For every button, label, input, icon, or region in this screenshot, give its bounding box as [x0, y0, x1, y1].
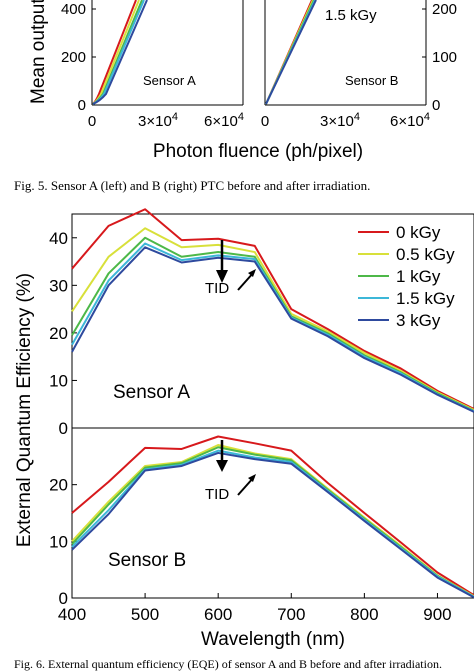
ptc-right-sensor-label: Sensor B	[345, 73, 398, 88]
eqe-legend: 0 kGy 0.5 kGy 1 kGy 1.5 kGy 3 kGy	[358, 223, 455, 330]
ptc-right-annotation: 1.5 kGy	[325, 7, 377, 24]
eqe-panel-b-yaxis: 0 10 20	[49, 476, 77, 608]
eqe-panel-sensor-a: 0 10 20 30 40 Sensor A TID 0 kGy 0.5 kGy 1 kGy…	[49, 208, 474, 438]
eqe-panel-b-series	[71, 435, 474, 599]
ptc-left-ytick-400: 400	[61, 1, 86, 18]
ptc-right-curves	[265, 0, 317, 105]
ptc-left-curve-0kgy	[92, 0, 137, 105]
series-line-b-15kGy	[71, 449, 474, 598]
ptc-ylabel: Mean output	[28, 0, 49, 104]
xtick-label: 600	[204, 605, 232, 624]
legend-label: 0.5 kGy	[396, 245, 455, 264]
ptc-right-panel: 0 100 200 0 3×104 6×104 1.5 kGy Sensor B	[261, 0, 457, 130]
ytick-label: 40	[49, 229, 68, 248]
ptc-figure: Mean output 0 200 400 0 3×104 6×104 Sens…	[28, 0, 457, 162]
eqe-panel-a-series	[71, 208, 474, 413]
series-line-a-3kGy	[71, 246, 474, 413]
ytick-label: 30	[49, 276, 68, 295]
eqe-panel-a-tid-label: TID	[205, 280, 229, 297]
eqe-panel-b-label: Sensor B	[108, 550, 186, 571]
ptc-left-panel: 0 200 400 0 3×104 6×104 Sensor A	[61, 0, 244, 130]
ptc-left-sensor-label: Sensor A	[143, 73, 196, 88]
eqe-panel-a-label: Sensor A	[113, 382, 190, 403]
ptc-left-ytick-0: 0	[78, 97, 86, 114]
eqe-panel-sensor-b: 0 10 20 400 500 600 700 800 900 Sensor B TID	[49, 427, 474, 624]
ptc-left-xtick-6e4: 6×104	[204, 111, 244, 130]
ptc-right-ytick-0: 0	[432, 97, 440, 114]
ptc-left-ytick-200: 200	[61, 49, 86, 66]
ytick-label: 10	[49, 371, 68, 390]
ytick-label: 10	[49, 532, 68, 551]
eqe-panel-a-yaxis: 0 10 20 30 40	[49, 229, 77, 438]
ptc-left-curve-3kgy	[92, 0, 148, 105]
series-line-b-1kGy	[71, 446, 474, 598]
series-line-a-05kGy	[71, 227, 474, 411]
ytick-label: 0	[59, 419, 68, 438]
legend-label: 1 kGy	[396, 267, 441, 286]
caption-fig6: Fig. 6. External quantum efficiency (EQE…	[14, 657, 442, 671]
legend-label: 1.5 kGy	[396, 289, 455, 308]
eqe-panel-b-tid-label: TID	[205, 486, 229, 503]
series-line-b-3kGy	[71, 451, 474, 599]
series-line-a-0kGy	[71, 208, 474, 410]
series-line-b-05kGy	[71, 444, 474, 598]
xtick-label: 500	[131, 605, 159, 624]
ytick-label: 0	[59, 589, 68, 608]
xtick-label: 700	[277, 605, 305, 624]
ptc-right-xtick-3e4: 3×104	[320, 111, 360, 130]
ptc-right-xtick-0: 0	[261, 113, 269, 130]
ytick-label: 20	[49, 324, 68, 343]
eqe-panel-b-tid-arrow	[216, 440, 256, 496]
legend-label: 3 kGy	[396, 311, 441, 330]
xtick-label: 400	[58, 605, 86, 624]
xtick-label: 900	[423, 605, 451, 624]
series-line-b-0kGy	[71, 435, 474, 597]
eqe-xaxis: 400 500 600 700 800 900	[58, 593, 452, 624]
eqe-ylabel: External Quantum Efficiency (%)	[14, 273, 35, 547]
ptc-left-xtick-3e4: 3×104	[138, 111, 178, 130]
eqe-xlabel: Wavelength (nm)	[201, 629, 345, 650]
caption-fig5: Fig. 5. Sensor A (left) and B (right) PT…	[14, 178, 370, 193]
eqe-panel-a-tid-arrow	[216, 240, 256, 291]
legend-label: 0 kGy	[396, 223, 441, 242]
ptc-right-ytick-200: 200	[432, 1, 457, 18]
ptc-xlabel: Photon fluence (ph/pixel)	[153, 141, 363, 162]
eqe-panel-b-frame	[71, 427, 474, 599]
ptc-right-ytick-100: 100	[432, 49, 457, 66]
ptc-right-curve-3kgy	[265, 0, 317, 105]
ptc-left-curves	[92, 0, 148, 105]
ptc-left-xtick-0: 0	[88, 113, 96, 130]
ptc-right-xtick-6e4: 6×104	[390, 111, 430, 130]
ytick-label: 20	[49, 476, 68, 495]
xtick-label: 800	[350, 605, 378, 624]
